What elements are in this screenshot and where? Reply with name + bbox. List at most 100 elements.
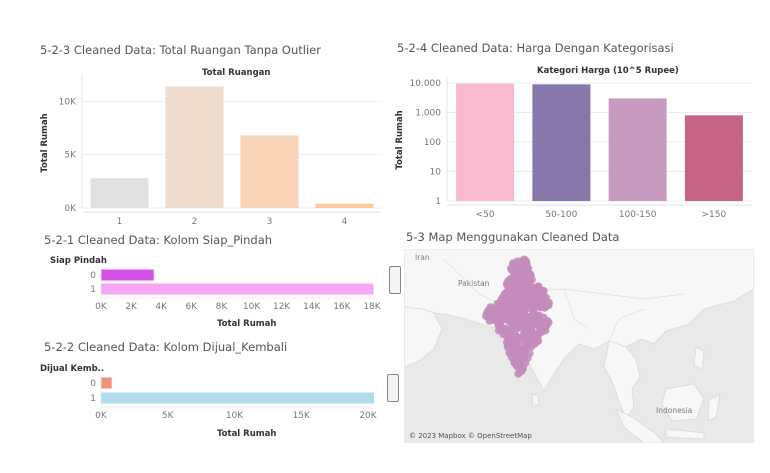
bar-2	[165, 86, 224, 208]
map-point	[508, 281, 517, 290]
x-tick-label: 18K	[363, 302, 381, 312]
siap-pindah-xlabel: Total Rumah	[217, 319, 277, 329]
map-basemap	[404, 249, 754, 443]
siap-pindah-title: 5-2-1 Cleaned Data: Kolom Siap_Pindah	[44, 233, 273, 247]
map-point	[487, 311, 495, 320]
map-point	[513, 334, 522, 343]
map-label-indonesia: Indonesia	[656, 406, 693, 415]
x-tick-label: 0K	[95, 302, 108, 312]
map-point	[514, 369, 523, 378]
total-ruangan-title: 5-2-3 Cleaned Data: Total Ruangan Tanpa …	[40, 43, 321, 57]
land-sri-lanka	[531, 393, 540, 407]
bar-1	[101, 283, 374, 295]
y-tick-label: 1.000	[415, 109, 441, 119]
map-point	[504, 341, 513, 350]
map-point	[539, 294, 548, 303]
land-middle-east-asia	[404, 249, 754, 392]
map-point	[515, 272, 523, 281]
x-tick-label: 20K	[359, 411, 377, 421]
map-point	[525, 271, 534, 280]
category-label: 1	[90, 394, 96, 404]
x-tick-label: 10K	[226, 411, 244, 421]
dijual-kembali-row-header: Dijual Kemb..	[40, 364, 105, 374]
y-tick-label: 10K	[59, 97, 77, 107]
y-tick-label: 5K	[64, 151, 77, 161]
bar-1	[101, 392, 374, 404]
map-point	[514, 280, 523, 289]
map-point	[494, 318, 503, 327]
bar->150	[684, 115, 743, 201]
bar-50-100	[532, 84, 591, 201]
dijual-kembali-xlabel: Total Rumah	[217, 429, 277, 439]
map-point	[509, 322, 518, 331]
siap-pindah-row-header: Siap Pindah	[50, 256, 107, 266]
x-tick-label: >150	[702, 210, 727, 220]
map-point	[540, 320, 549, 329]
land-arabia	[404, 306, 443, 368]
siap-pindah-scrollbar[interactable]	[389, 266, 401, 294]
x-tick-label: 3	[267, 217, 273, 227]
map-point	[512, 264, 521, 273]
map-point	[522, 294, 531, 303]
map-point	[518, 349, 527, 358]
map-title: 5-3 Map Menggunakan Cleaned Data	[406, 230, 620, 244]
x-tick-label: 12K	[273, 302, 291, 312]
x-tick-label: 50-100	[545, 210, 577, 220]
y-tick-label: 1	[435, 197, 441, 207]
land-java	[665, 428, 705, 440]
map-points-layer	[482, 255, 553, 378]
y-tick-label: 10.000	[410, 79, 442, 89]
map-point	[502, 315, 511, 324]
land-sulawesi	[707, 394, 721, 422]
land-indochina	[603, 340, 641, 420]
x-tick-label: 16K	[333, 302, 351, 312]
map-point	[530, 288, 539, 297]
x-tick-label: 2	[192, 217, 198, 227]
y-tick-label: 10	[430, 168, 442, 178]
x-tick-label: 0K	[95, 411, 108, 421]
map-label-iran: Iran	[415, 253, 430, 262]
map-point	[505, 333, 514, 342]
map-point	[507, 353, 516, 362]
map-point	[537, 300, 545, 309]
x-tick-label: 14K	[303, 302, 321, 312]
map-label-pakistan: Pakistan	[458, 279, 490, 288]
x-tick-label: 5K	[162, 411, 175, 421]
x-tick-label: 4K	[155, 302, 168, 312]
map-point	[530, 339, 539, 348]
map-point	[533, 312, 542, 321]
x-tick-label: 10K	[243, 302, 261, 312]
map-point	[516, 295, 525, 304]
x-tick-label: 4	[342, 217, 348, 227]
x-tick-label: 2K	[125, 302, 138, 312]
map-point	[517, 308, 526, 317]
bar-3	[240, 135, 299, 208]
bar-0	[101, 269, 154, 281]
map-point	[487, 305, 496, 314]
map-canvas[interactable]: Iran Pakistan Indonesia	[404, 249, 754, 443]
x-tick-label: 15K	[293, 411, 311, 421]
total-ruangan-header: Total Ruangan	[202, 68, 271, 78]
y-tick-label: 100	[424, 138, 441, 148]
bar-100-150	[608, 98, 667, 201]
x-tick-label: 100-150	[619, 210, 657, 220]
map-point	[521, 327, 530, 336]
category-label: 0	[90, 379, 96, 389]
dijual-kembali-scrollbar[interactable]	[387, 374, 399, 402]
map-point	[523, 334, 532, 343]
x-tick-label: 1	[117, 217, 123, 227]
bar-0	[101, 377, 112, 389]
harga-title: 5-2-4 Cleaned Data: Harga Dengan Kategor…	[397, 41, 674, 55]
y-tick-label: 0K	[64, 204, 77, 214]
map-point	[529, 329, 538, 338]
land-sumatra	[615, 408, 665, 443]
bar-4	[315, 203, 374, 208]
x-tick-label: 6K	[186, 302, 199, 312]
map-credit: © 2023 Mapbox © OpenStreetMap	[409, 432, 532, 440]
category-label: 1	[90, 285, 96, 295]
map-point	[522, 315, 531, 324]
